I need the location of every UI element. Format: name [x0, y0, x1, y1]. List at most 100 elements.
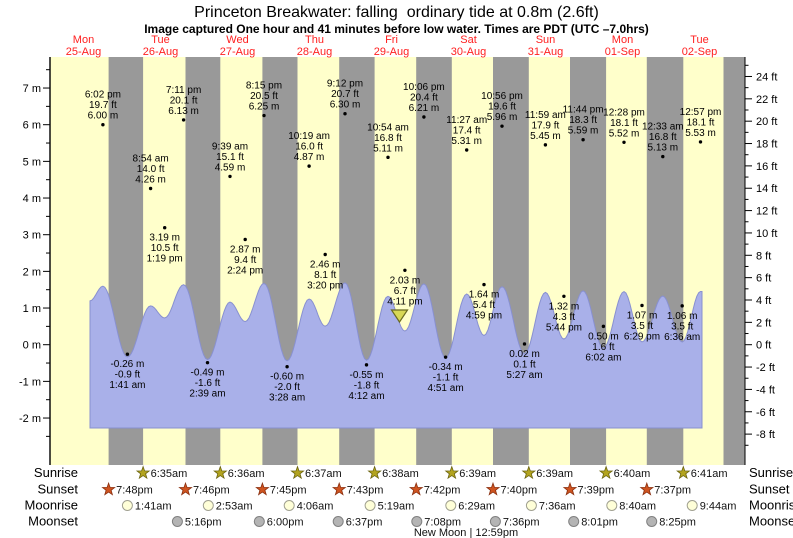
tide-meters-label: -0.34 m — [429, 362, 463, 373]
current-time-triangle — [390, 309, 409, 324]
axis-labels: 7 m 6 m 5 m 4 m 3 m 2 m 1 m 0 m -1 m -2 m 24 ft 22 … — [19, 71, 777, 441]
tide-extreme-dot — [181, 118, 186, 122]
almanac-time-label: 6:41am — [691, 468, 728, 480]
day-name-label: Tue — [151, 34, 170, 46]
tide-feet-label: 3.5 ft — [631, 321, 653, 332]
almanac-row-label-right: Sunrise — [749, 465, 793, 480]
tide-meters-label: 5.13 m — [648, 143, 679, 154]
moonrise-icon — [606, 500, 618, 511]
tide-feet-label: 5.4 ft — [473, 300, 495, 311]
almanac-row-moonset: Moonset Moonset 5:16pm 6:00pm 6:37pm 7:08pm 7:… — [28, 514, 793, 529]
left-axis-label: 6 m — [23, 120, 41, 132]
moonrise-icon — [283, 500, 295, 511]
moonset-icon — [332, 516, 344, 527]
tide-time-label: 12:28 pm — [603, 107, 645, 118]
left-axis-label: -1 m — [19, 376, 41, 388]
tide-meters-label: 5.96 m — [487, 112, 518, 123]
tide-meters-label: 6.13 m — [168, 106, 199, 117]
tide-meters-label: 1.32 m — [549, 301, 580, 312]
sunset-star-icon — [408, 481, 424, 496]
tide-time-label: 5:44 pm — [546, 322, 582, 333]
right-axis-label: 6 ft — [756, 273, 771, 285]
tide-meters-label: 5.45 m — [530, 131, 561, 142]
almanac-time-label: 6:37am — [305, 468, 342, 480]
tide-feet-label: -1.1 ft — [433, 373, 459, 384]
almanac-time-label: 6:00pm — [267, 517, 304, 529]
moonrise-icon — [445, 500, 457, 511]
tide-time-label: 4:12 am — [348, 391, 384, 402]
tide-feet-label: 16.8 ft — [374, 133, 402, 144]
tide-feet-label: 15.1 ft — [216, 152, 244, 163]
almanac-time-label: 5:19am — [378, 501, 415, 513]
low-tide-annotation: 0.02 m0.1 ft5:27 am — [506, 342, 543, 381]
tide-time-label: 3:28 am — [269, 393, 305, 404]
almanac-time-label: 9:44am — [700, 501, 737, 513]
tide-feet-label: 20.1 ft — [170, 95, 198, 106]
moonrise-icon — [525, 500, 537, 511]
tide-extreme-dot — [307, 164, 311, 168]
tide-time-label: 6:02 am — [585, 352, 621, 363]
tide-extreme-dot — [581, 138, 585, 142]
tide-meters-label: 5.11 m — [373, 143, 403, 154]
right-axis-label: -8 ft — [756, 429, 775, 441]
sunrise-star-icon — [598, 465, 614, 480]
day-name-label: Thu — [305, 34, 324, 46]
tide-extreme-dot — [500, 124, 504, 128]
tide-extreme-dot — [125, 352, 130, 356]
tide-meters-label: 4.59 m — [215, 162, 246, 173]
tide-meters-label: -0.60 m — [270, 372, 304, 383]
day-date-label: 02-Sep — [682, 46, 717, 58]
tide-extreme-dot — [163, 226, 167, 230]
tide-extreme-dot — [323, 252, 327, 257]
almanac-time-label: 8:01pm — [581, 517, 618, 529]
low-tide-annotation: 1.06 m3.5 ft6:36 am — [664, 304, 700, 343]
tide-meters-label: 3.19 m — [149, 233, 180, 244]
tide-meters-label: 5.31 m — [451, 136, 482, 147]
left-axis-label: 1 m — [23, 303, 41, 315]
low-tide-annotation: 1.64 m5.4 ft4:59 pm — [466, 282, 502, 322]
tide-feet-label: 17.4 ft — [453, 125, 481, 136]
day-date-label: 29-Aug — [374, 46, 409, 58]
sunrise-star-icon — [444, 465, 460, 480]
almanac-rows: Sunrise Sunrise 6:35am 6:36am 6:37am 6:38am 6:… — [25, 465, 793, 529]
right-axis-label: -4 ft — [756, 384, 775, 396]
day-date-label: 26-Aug — [143, 46, 178, 58]
moonrise-icon — [121, 500, 133, 511]
day-name-label: Tue — [690, 34, 709, 46]
tide-meters-label: 5.53 m — [685, 128, 716, 139]
tide-meters-label: -0.55 m — [350, 370, 384, 381]
tide-feet-label: 10.5 ft — [151, 243, 179, 254]
almanac-time-label: 6:39am — [536, 468, 573, 480]
tide-feet-label: 3.5 ft — [671, 321, 693, 332]
right-axis-label: 8 ft — [756, 250, 771, 262]
tide-time-label: 12:57 pm — [680, 107, 722, 118]
tide-meters-label: -0.26 m — [110, 359, 144, 370]
almanac-time-label: 7:08pm — [424, 517, 461, 529]
right-axis-label: 14 ft — [756, 183, 777, 195]
day-name-label: Mon — [73, 34, 94, 46]
sunset-star-icon — [639, 481, 655, 496]
left-axis-label: 7 m — [23, 83, 41, 95]
sunrise-star-icon — [290, 465, 305, 480]
tide-meters-label: 4.87 m — [294, 152, 325, 163]
tide-extreme-dot — [601, 324, 606, 329]
day-date-label: 27-Aug — [220, 46, 255, 58]
tide-meters-label: 5.59 m — [568, 126, 599, 137]
moonset-icon — [253, 516, 265, 527]
new-moon-label: New Moon | 12:59pm — [414, 527, 518, 538]
left-axis-label: 5 m — [23, 156, 41, 168]
tide-meters-label: 5.52 m — [609, 128, 640, 139]
day-name-label: Wed — [226, 34, 248, 46]
tide-extreme-dot — [482, 282, 486, 287]
tide-feet-label: 6.7 ft — [394, 286, 416, 297]
almanac-time-label: 7:40pm — [501, 485, 538, 497]
tide-feet-label: 20.7 ft — [331, 89, 359, 100]
moonset-icon — [411, 516, 423, 527]
right-axis-label: 2 ft — [756, 317, 771, 329]
